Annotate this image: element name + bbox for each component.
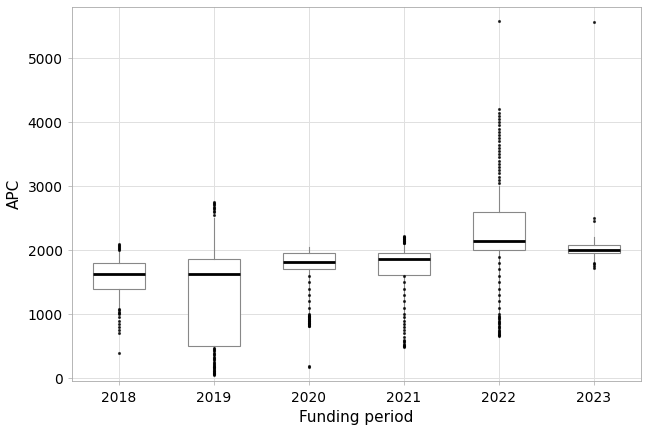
PathPatch shape	[93, 263, 145, 289]
PathPatch shape	[472, 212, 525, 250]
Y-axis label: APC: APC	[7, 179, 22, 210]
PathPatch shape	[378, 253, 430, 275]
PathPatch shape	[283, 253, 335, 269]
X-axis label: Funding period: Funding period	[299, 410, 413, 425]
PathPatch shape	[188, 258, 240, 346]
PathPatch shape	[568, 245, 619, 253]
